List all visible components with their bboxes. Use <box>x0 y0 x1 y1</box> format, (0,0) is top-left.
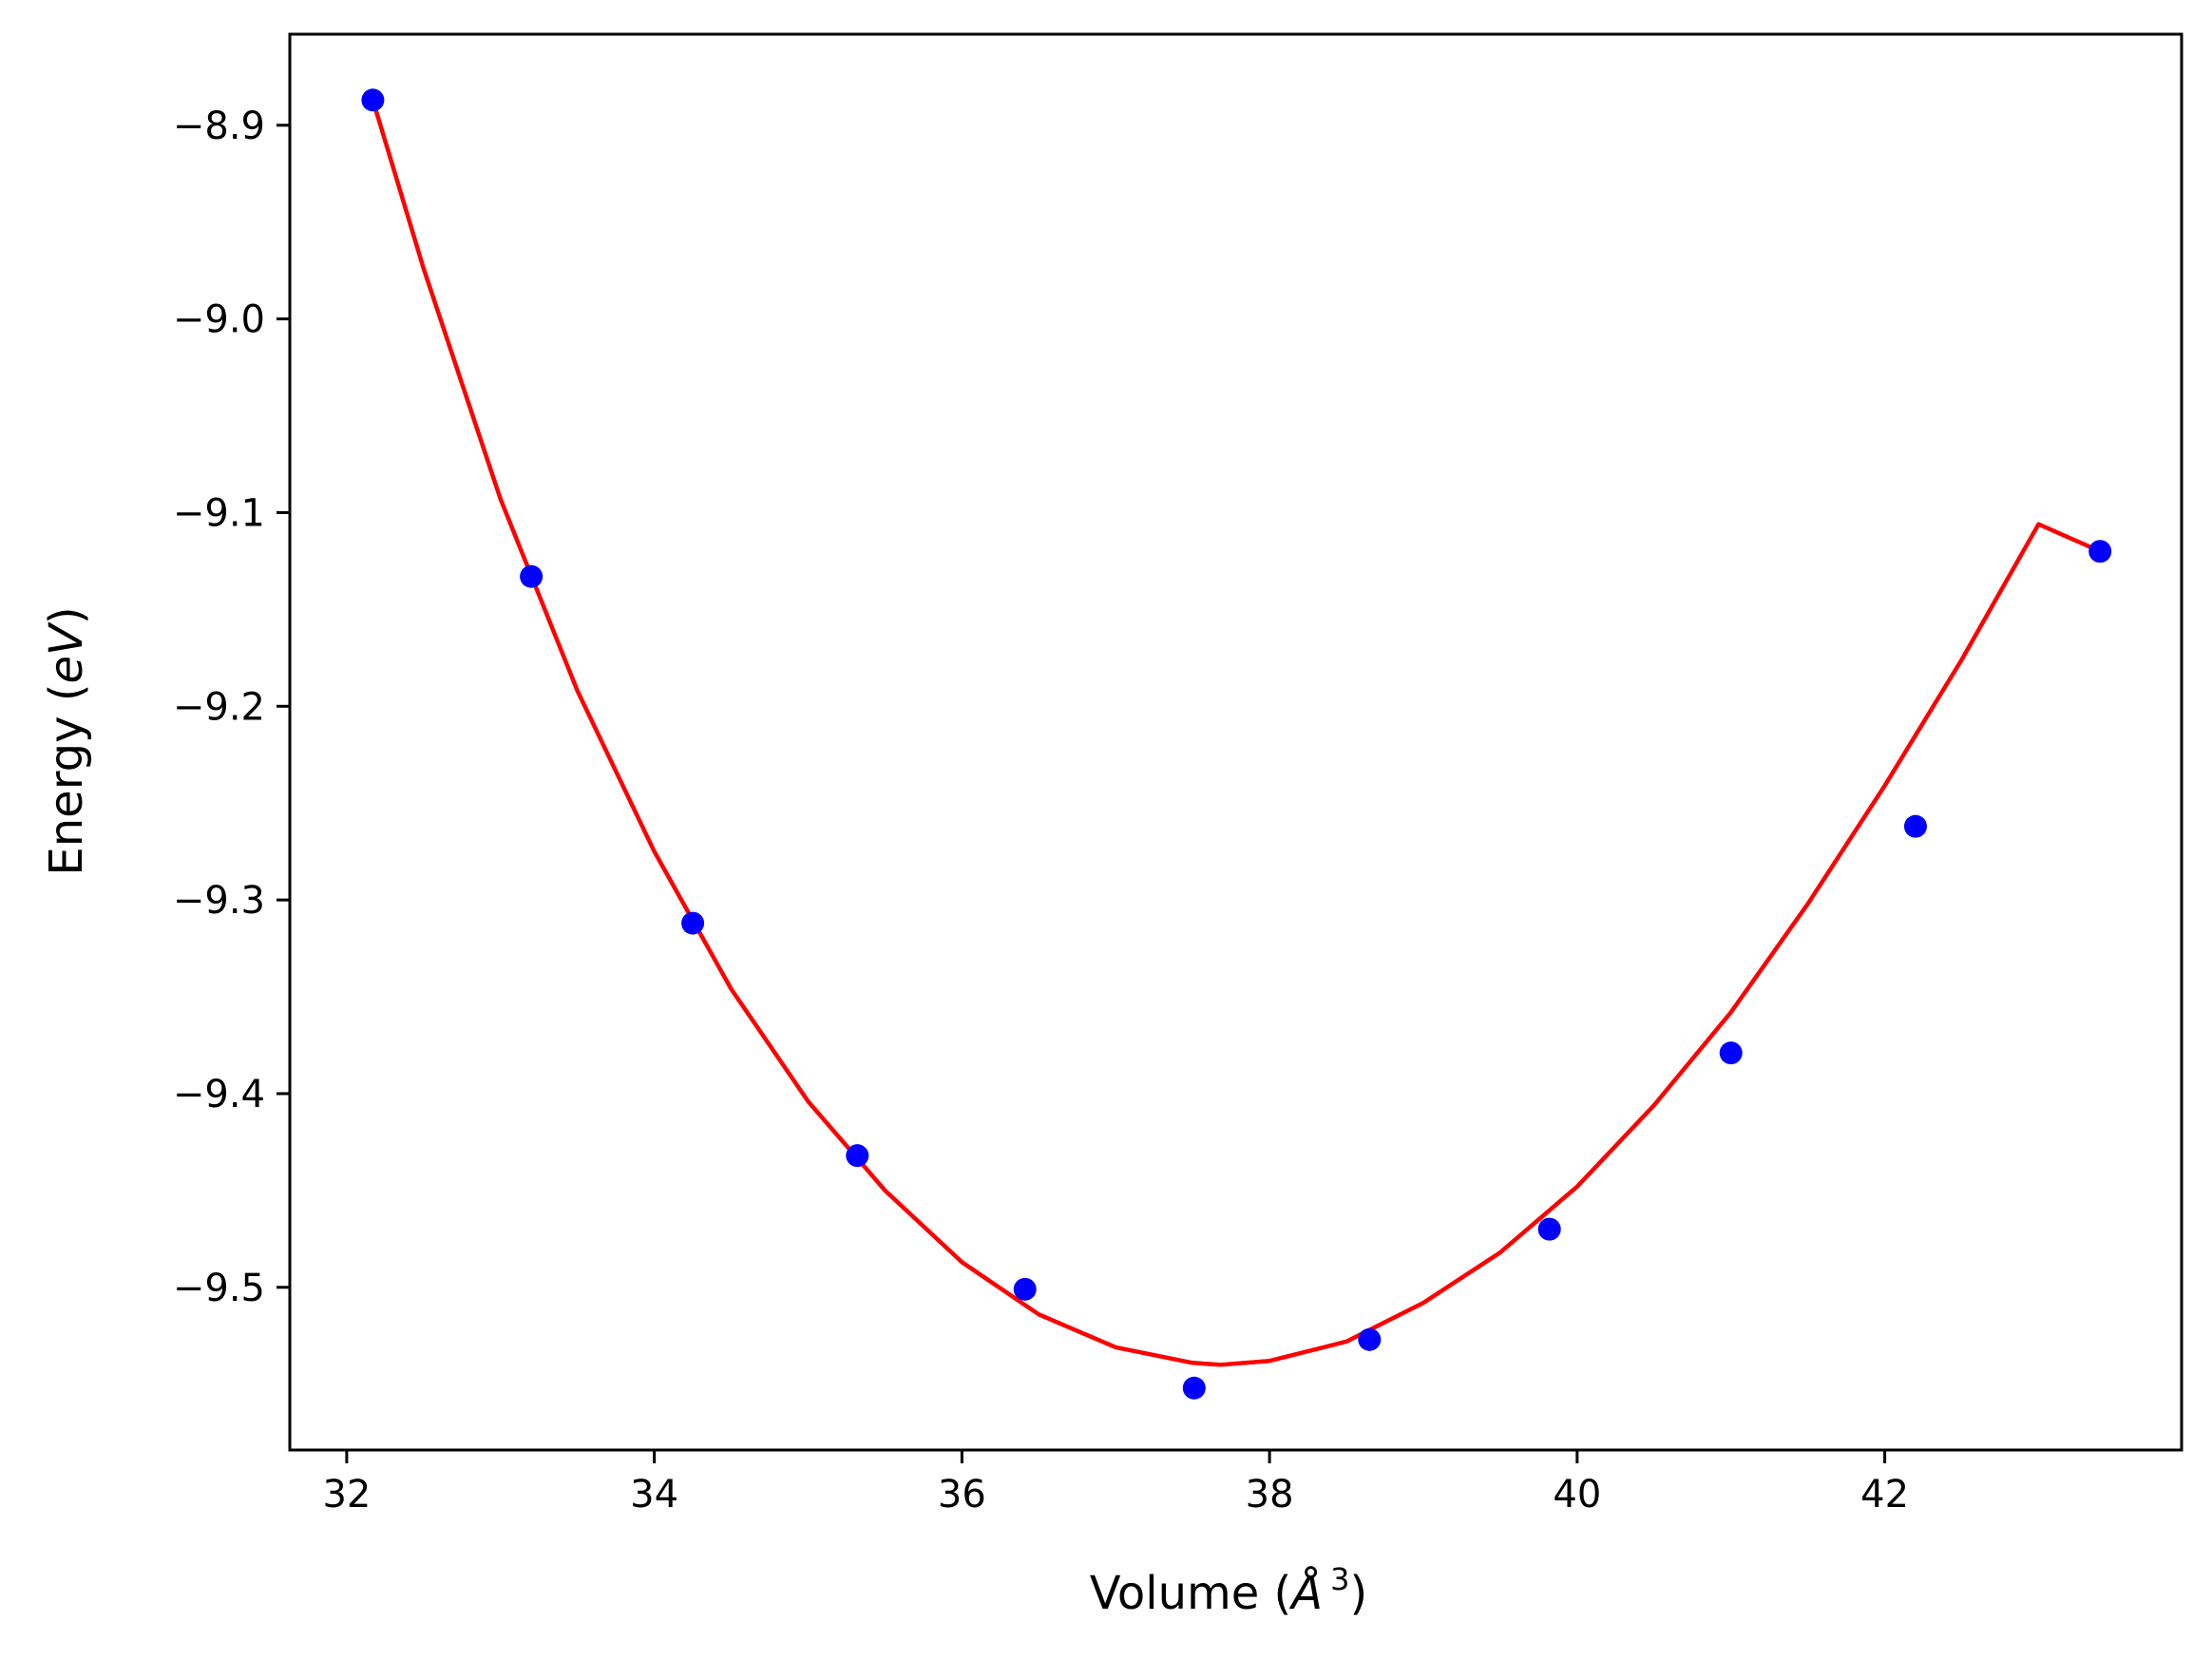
x-tick-label: 38 <box>1246 1473 1294 1517</box>
x-tick-label: 40 <box>1553 1473 1601 1517</box>
data-point <box>1358 1327 1382 1351</box>
x-axis-label-sup: 3 <box>1330 1561 1349 1597</box>
y-axis-label-italic: eV <box>40 621 93 684</box>
data-point <box>1013 1277 1037 1301</box>
y-axis-label-suffix: ) <box>40 606 93 624</box>
data-point <box>1537 1217 1561 1241</box>
data-marks <box>361 88 2112 1400</box>
fit-curve <box>371 98 2103 1367</box>
y-tick-label: −9.1 <box>173 491 265 535</box>
x-axis-label-prefix: Volume ( <box>1090 1567 1292 1620</box>
x-tick-label: 34 <box>630 1473 678 1517</box>
y-tick-label: −9.0 <box>173 298 265 342</box>
x-axis-label-italic: Å <box>1288 1566 1323 1620</box>
data-point <box>2088 540 2112 563</box>
y-tick-label: −9.3 <box>173 879 265 923</box>
data-point <box>1903 814 1927 838</box>
data-point <box>520 564 543 588</box>
data-point <box>846 1144 869 1168</box>
y-tick-label: −9.5 <box>173 1267 265 1310</box>
plot-background <box>290 34 2182 1450</box>
y-tick-label: −9.4 <box>173 1073 265 1116</box>
data-point <box>1182 1376 1206 1400</box>
plot-area <box>290 34 2182 1450</box>
x-tick-label: 36 <box>938 1473 986 1517</box>
axes-frame <box>288 32 2183 1452</box>
y-tick-label: −8.9 <box>173 105 265 148</box>
x-axis-label-suffix: ) <box>1349 1567 1367 1620</box>
axes: 32 34 36 38 40 42 −8.9 −9.0 −9.1 −9.2 −9.3 −9.4 −9.5 <box>173 32 2183 1517</box>
data-point <box>1719 1041 1743 1065</box>
x-axis-label: Volume (Å 3) <box>1090 1561 1367 1620</box>
data-point <box>361 88 385 112</box>
data-point <box>681 911 705 935</box>
x-tick-label: 42 <box>1860 1473 1909 1517</box>
y-axis-label: Energy (eV) <box>40 606 93 875</box>
y-axis-label-prefix: Energy ( <box>40 684 93 876</box>
x-tick-label: 32 <box>322 1473 371 1517</box>
y-tick-label: −9.2 <box>173 685 265 729</box>
